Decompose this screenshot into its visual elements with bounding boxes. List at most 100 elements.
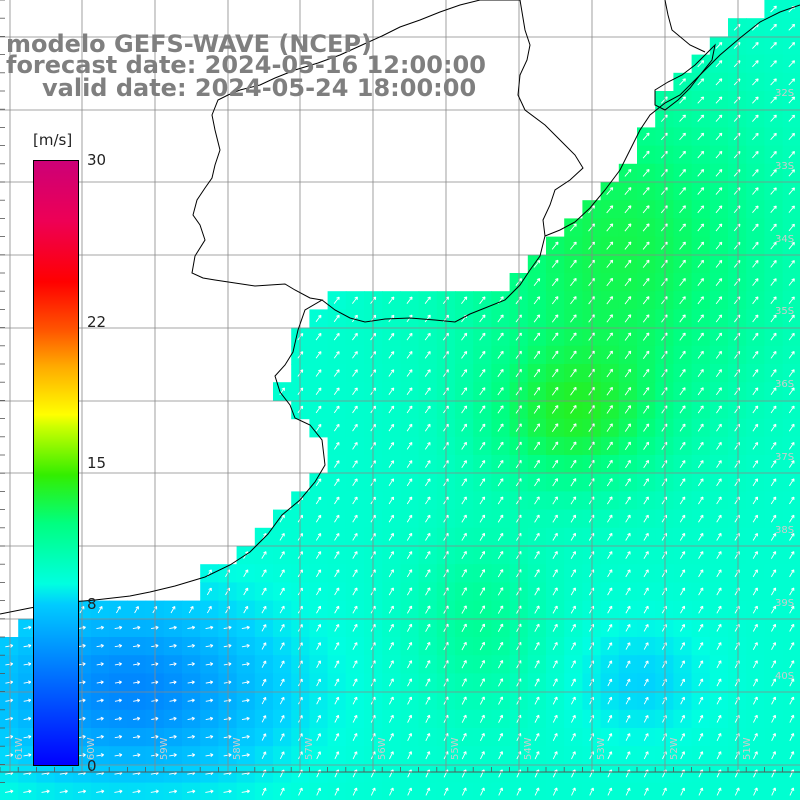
wind-arrow	[406, 332, 413, 341]
wind-arrow	[169, 734, 177, 739]
wind-arrow	[715, 278, 723, 286]
wind-arrow	[315, 496, 322, 505]
wind-arrow	[624, 332, 632, 341]
wind-arrow	[551, 241, 559, 250]
wind-arrow	[643, 478, 649, 487]
wind-arrow	[223, 698, 232, 703]
wind-arrow	[680, 642, 686, 650]
wind-arrow	[334, 587, 340, 596]
wind-arrow	[188, 605, 194, 614]
wind-arrow	[697, 241, 705, 250]
wind-arrow	[752, 369, 759, 377]
wind-arrow	[333, 296, 340, 304]
wind-arrow	[479, 514, 486, 523]
wind-arrow	[789, 460, 795, 468]
wind-arrow	[315, 551, 322, 559]
wind-arrow	[570, 605, 576, 614]
lon-label: 56W	[377, 737, 388, 760]
wind-arrow	[315, 423, 322, 432]
wind-arrow	[23, 734, 32, 739]
wind-arrow	[570, 623, 576, 632]
wind-arrow	[498, 751, 504, 760]
wind-arrow	[316, 733, 321, 741]
wind-arrow	[698, 587, 704, 596]
wind-arrow	[788, 369, 795, 377]
wind-arrow	[333, 405, 340, 414]
wind-arrow	[625, 696, 631, 705]
wind-arrow	[697, 405, 704, 414]
wind-arrow	[697, 132, 705, 141]
wind-arrow	[588, 514, 595, 523]
wind-arrow	[771, 751, 777, 760]
wind-arrow	[698, 569, 704, 578]
wind-arrow	[679, 514, 686, 523]
wind-arrow	[96, 625, 105, 630]
wind-arrow	[479, 678, 485, 687]
wind-arrow	[716, 733, 722, 741]
wind-arrow	[388, 496, 394, 505]
wind-arrow	[533, 350, 541, 359]
wind-arrow	[261, 569, 267, 578]
wind-arrow	[788, 241, 795, 250]
wind-arrow	[498, 732, 504, 742]
wind-arrow	[698, 696, 704, 705]
wind-arrow	[223, 716, 232, 721]
wind-arrow	[770, 151, 777, 159]
wind-arrow	[552, 787, 558, 796]
wind-arrow	[753, 714, 758, 723]
wind-arrow	[425, 532, 431, 541]
wind-arrow	[771, 623, 777, 632]
wind-arrow	[533, 368, 541, 378]
wind-arrow	[752, 696, 758, 705]
wind-arrow	[205, 716, 214, 721]
wind-arrow	[352, 569, 358, 578]
wind-arrow	[533, 259, 541, 268]
wind-arrow	[407, 678, 413, 687]
wind-arrow	[97, 605, 103, 614]
wind-arrow	[770, 350, 777, 359]
wind-arrow	[789, 587, 795, 596]
wind-arrow	[316, 696, 321, 705]
wind-arrow	[388, 605, 394, 614]
wind-arrow	[606, 241, 614, 250]
wind-arrow	[388, 623, 394, 632]
wind-arrow	[425, 623, 431, 632]
wind-arrow	[169, 662, 177, 667]
wind-arrow	[223, 789, 232, 794]
wind-arrow	[351, 296, 358, 304]
wind-arrow	[788, 314, 795, 323]
wind-arrow	[716, 787, 722, 796]
wind-arrow	[551, 405, 559, 414]
wind-arrow	[698, 678, 704, 687]
wind-arrow	[752, 350, 759, 359]
wind-arrow	[679, 96, 686, 104]
wind-arrow	[606, 441, 613, 451]
wind-arrow	[261, 551, 267, 559]
wind-arrow	[643, 678, 649, 687]
wind-arrow	[697, 332, 704, 341]
wind-arrow	[770, 132, 777, 141]
wind-arrow	[642, 205, 650, 214]
wind-arrow	[697, 96, 705, 104]
wind-arrow	[424, 460, 431, 468]
wind-arrow	[771, 678, 777, 687]
wind-arrow	[443, 787, 449, 796]
wind-arrow	[570, 532, 576, 541]
wind-arrow	[715, 369, 722, 377]
wind-arrow	[479, 478, 486, 487]
wind-arrow	[716, 696, 722, 705]
wind-arrow	[788, 96, 796, 104]
wind-arrow	[679, 277, 686, 287]
wind-arrow	[607, 642, 613, 650]
wind-arrow	[533, 423, 541, 432]
wind-arrow	[479, 332, 486, 341]
wind-arrow	[734, 787, 740, 796]
wind-arrow	[625, 569, 631, 578]
wind-arrow	[223, 625, 232, 630]
wind-arrow	[59, 789, 68, 794]
wind-arrow	[642, 223, 650, 232]
wind-arrow	[352, 660, 358, 669]
wind-arrow	[497, 514, 504, 523]
wind-arrow	[788, 169, 795, 177]
wind-arrow	[771, 660, 777, 669]
